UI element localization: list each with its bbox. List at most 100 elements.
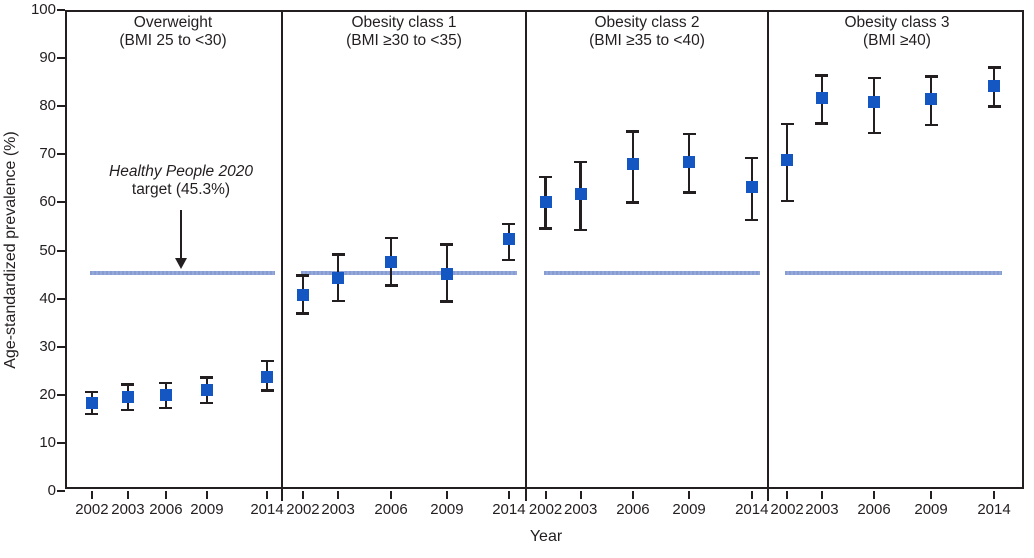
target-line [89,271,276,276]
error-bar-cap-bottom [574,228,588,232]
error-bar-cap-top [502,222,516,226]
x-axis-tick-label: 2006 [374,501,408,518]
y-axis-tick [57,249,65,252]
y-axis-tick-label: 0 [47,482,56,499]
x-axis-tick-label: 2014 [492,501,526,518]
error-bar-cap-top [682,132,696,136]
x-axis-label: Year [529,528,563,545]
data-point-marker [626,158,639,171]
error-bar-cap-bottom [200,401,214,405]
data-point-marker [385,256,398,269]
y-axis-tick-label: 30 [39,337,56,355]
x-axis-tick [786,491,789,499]
x-axis-tick-label: 2009 [672,501,706,518]
error-bar-cap-top [296,274,310,277]
error-bar-cap-bottom [296,312,310,315]
x-axis-tick [579,491,582,499]
x-axis-tick [507,491,510,499]
error-bar-cap-top [331,253,345,256]
error-bar-cap-top [440,243,454,246]
data-point-marker [868,96,881,109]
panel-divider [767,10,769,501]
panel-title-line1: Obesity class 2 [594,14,700,31]
x-axis-tick-label: 2003 [111,501,145,518]
x-axis-tick-label: 2002 [770,501,804,518]
y-axis-tick [57,57,65,60]
error-bar-cap-bottom [384,284,398,287]
x-axis-tick-label: 2014 [250,501,284,518]
x-axis-tick-label: 2002 [528,501,563,518]
y-axis-tick-label: 50 [39,241,56,259]
y-axis-tick-label: 80 [39,97,56,115]
error-bar-cap-top [574,160,588,163]
error-bar-cap-top [815,74,829,77]
error-bar-cap-top [987,66,1001,69]
target-line [785,271,1002,276]
data-point-marker [683,155,696,168]
x-axis-tick [390,491,393,499]
data-point-marker [121,390,134,403]
panel-title-line1: Overweight [133,14,213,31]
x-axis-tick [126,491,129,499]
panel-title-line2: (BMI 25 to <30) [119,32,227,49]
x-axis-tick [750,491,753,499]
error-bar-cap-bottom [260,389,274,392]
x-axis-tick [164,491,167,499]
error-bar-cap-top [924,75,938,78]
y-axis-tick [57,345,65,348]
data-point-marker [539,195,552,208]
panel-title-overweight: Overweight (BMI 25 to <30) [119,14,226,50]
error-bar-cap-bottom [780,199,794,203]
y-axis-tick-label: 20 [39,385,56,403]
y-axis-tick [57,201,65,204]
x-axis-tick-label: 2009 [190,501,224,518]
data-point-marker [440,267,453,280]
x-axis-tick [337,491,340,499]
x-axis-tick [205,491,208,499]
error-bar-cap-bottom [815,122,829,125]
target-annotation: Healthy People 2020 target (45.3%) [109,163,253,199]
target-annotation-line1: Healthy People 2020 [109,163,253,180]
x-axis-tick-label: 2014 [735,501,769,518]
x-axis-tick [688,491,691,499]
data-point-marker [745,181,758,194]
x-axis-tick-label: 2003 [564,501,598,518]
panel-title-line2: (BMI ≥40) [863,32,931,49]
y-axis-tick [57,441,65,444]
error-bar-cap-top [121,383,135,386]
panel-divider [525,10,527,501]
data-point-marker [85,396,98,409]
error-bar-cap-bottom [987,105,1001,108]
x-axis-tick [266,491,269,499]
x-axis-tick [820,491,823,499]
error-bar-cap-bottom [867,131,881,135]
x-axis-tick [930,491,933,499]
x-axis-tick-label: 2006 [616,501,650,518]
error-bar-cap-top [867,76,881,80]
x-axis-tick-label: 2003 [805,501,839,518]
panel-title-line1: Obesity class 3 [844,14,950,31]
error-bar-cap-bottom [539,227,553,230]
panel-title-obesity-class-3: Obesity class 3 (BMI ≥40) [844,14,949,50]
data-point-marker [296,289,309,302]
x-axis-tick [301,491,304,499]
y-axis-tick-label: 60 [39,193,56,211]
data-point-marker [988,79,1000,92]
data-point-marker [332,271,345,284]
data-point-marker [502,232,515,245]
panel-title-line2: (BMI ≥30 to <35) [346,32,462,49]
error-bar-cap-top [539,175,553,179]
y-axis-tick [57,9,65,11]
y-axis-tick-label: 10 [39,433,56,451]
error-bar-cap-top [159,381,173,385]
x-axis-tick-label: 2003 [321,501,355,518]
data-point-marker [815,92,828,105]
x-axis-tick [631,491,634,499]
data-point-marker [781,154,794,167]
panel-title-line2: (BMI ≥35 to <40) [589,32,705,49]
error-bar-cap-top [626,130,640,133]
x-axis-tick [90,491,93,499]
x-axis-tick-label: 2006 [857,501,891,518]
data-point-marker [261,371,274,383]
